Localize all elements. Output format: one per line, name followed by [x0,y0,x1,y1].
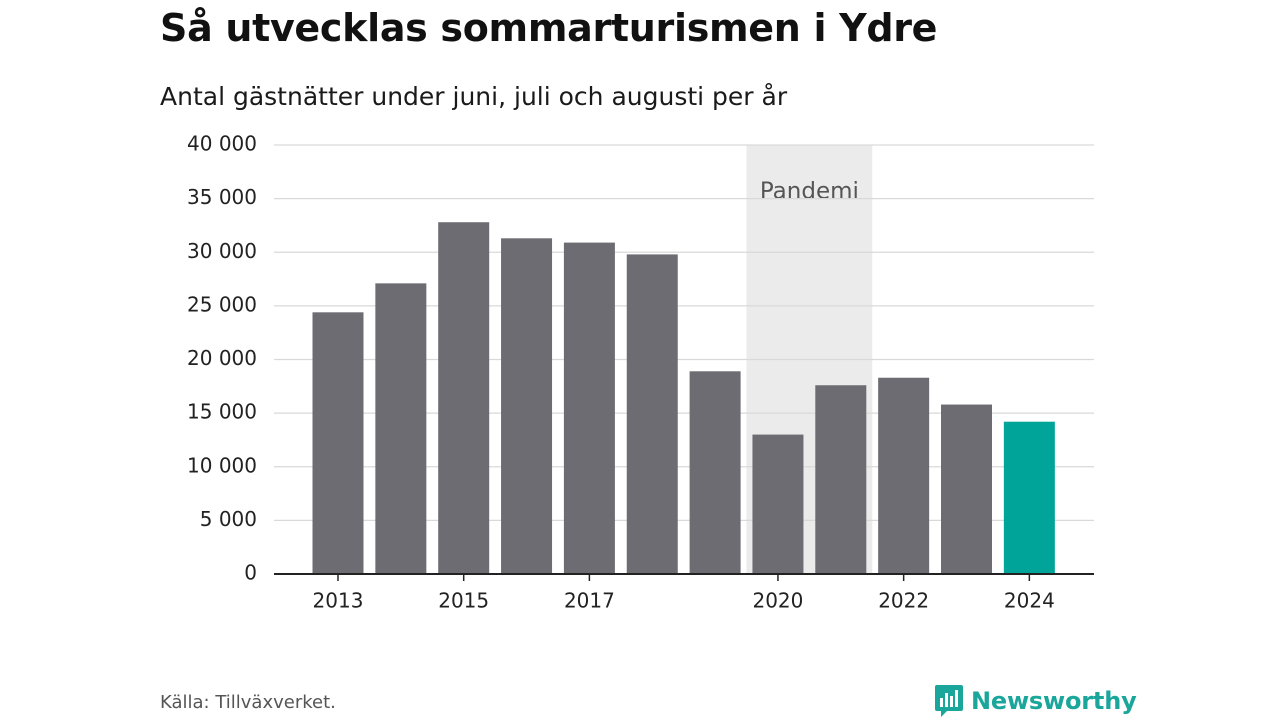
bars [312,222,1055,574]
x-tick-label: 2020 [752,589,803,613]
bar-2013 [312,312,364,574]
x-tick-labels: 2013 2015 2017 2020 2022 2024 [313,574,1055,613]
bar-2016 [501,238,553,574]
y-tick-label: 40 000 [187,132,257,156]
y-tick-label: 15 000 [187,400,257,424]
x-tick-label: 2022 [878,589,929,613]
pandemic-label: Pandemi [760,178,859,204]
bar-2019 [689,371,741,574]
chart-title: Så utvecklas sommarturismen i Ydre [160,6,938,50]
y-tick-label: 10 000 [187,453,257,477]
y-tick-labels: 0 5 000 10 000 15 000 20 000 25 000 30 000 35 0… [187,132,257,585]
bar-2015 [438,222,490,574]
brand-name: Newsworthy [971,687,1137,715]
x-tick-label: 2017 [564,589,615,613]
bar-2014 [375,283,427,574]
x-tick-label: 2013 [313,589,364,613]
bar-2017 [563,242,615,574]
y-tick-label: 5 000 [200,507,257,531]
bar-2018 [626,254,678,574]
bar-2020 [752,434,804,574]
x-tick-label: 2015 [438,589,489,613]
brand-logo: Newsworthy [934,683,1137,719]
bar-2021 [815,385,867,574]
bar-chart: Pandemi 0 5 000 10 000 15 000 20 000 25 000 30… [187,132,1094,613]
newsworthy-logo-icon [935,685,963,717]
bar-2023 [941,404,992,574]
y-tick-label: 35 000 [187,185,257,209]
source-note: Källa: Tillväxverket. [160,692,336,713]
y-tick-label: 0 [244,561,257,585]
bar-2024 [1003,421,1055,574]
y-tick-label: 30 000 [187,239,257,263]
chart-subtitle: Antal gästnätter under juni, juli och au… [160,82,788,111]
bar-2022 [878,377,930,574]
x-tick-label: 2024 [1004,589,1055,613]
y-tick-label: 25 000 [187,292,257,316]
y-tick-label: 20 000 [187,346,257,370]
